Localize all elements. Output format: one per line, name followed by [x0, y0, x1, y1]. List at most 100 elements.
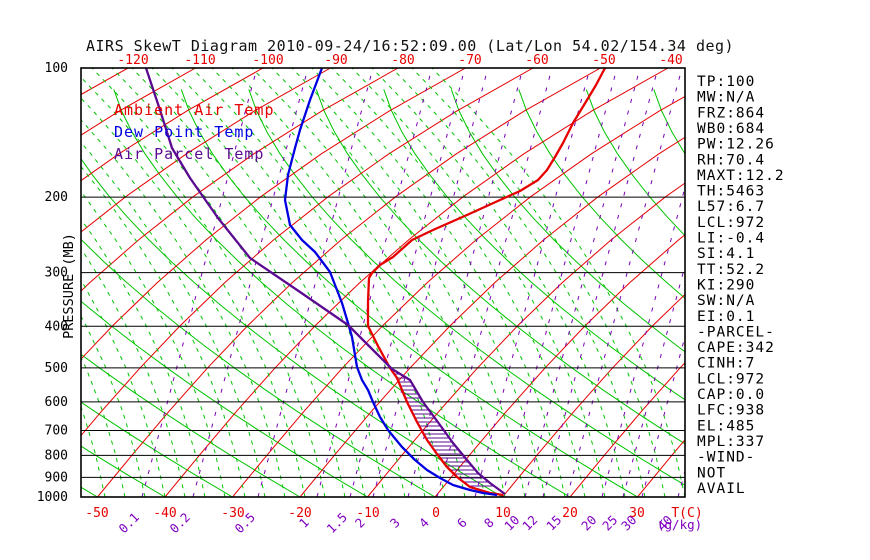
temp-unit-label: T(C) [671, 506, 702, 521]
stat-line: LI:-0.4 [697, 231, 765, 247]
top-temp-tick-label: -50 [592, 53, 615, 68]
moist-adiabat-line [81, 279, 166, 497]
pressure-tick-label: 900 [45, 470, 68, 485]
stat-line: MPL:337 [697, 434, 765, 450]
dry-adiabat-line [113, 89, 571, 497]
moist-adiabat-line [81, 141, 266, 497]
moist-adiabat-line [111, 68, 366, 497]
mixing-ratio-line [372, 68, 489, 497]
stat-line: KI:290 [697, 277, 755, 293]
mixing-ratio-line [601, 185, 685, 497]
isotherm-line [81, 68, 399, 292]
moist-adiabat-line [81, 190, 226, 497]
mixing-ratio-tick-label: 20 [578, 512, 599, 533]
stat-line: TT:52.2 [697, 262, 765, 278]
bottom-temp-tick-label: 0 [432, 506, 440, 521]
stat-line: L57:6.7 [697, 199, 765, 215]
legend-air-parcel-temp: Air Parcel Temp [114, 145, 264, 163]
moist-adiabat-line [81, 97, 306, 497]
moist-adiabat-line [151, 68, 406, 497]
curve-air-parcel-temp [144, 68, 506, 495]
stats-panel: TP:100MW:N/AFRZ:864WB0:684PW:12.26RH:70.… [697, 74, 785, 497]
mixing-ratio-line [349, 68, 466, 497]
pressure-tick-label: 500 [45, 361, 68, 376]
mixing-ratio-line [474, 68, 591, 497]
moist-adiabat-line [251, 68, 506, 497]
stat-line: RH:70.4 [697, 152, 765, 168]
stat-line: AVAIL [697, 481, 746, 497]
isotherm-line [81, 68, 264, 182]
mixing-ratio-tick-label: 3 [387, 515, 403, 531]
moist-adiabat-line [81, 119, 286, 497]
background-grid [81, 68, 685, 497]
isotherm-line [367, 182, 685, 497]
stat-line: FRZ:864 [697, 105, 765, 121]
bottom-temp-tick-label: 30 [629, 506, 645, 521]
moist-adiabat-line [271, 68, 526, 497]
moist-adiabat-line [231, 68, 486, 497]
moist-adiabat-line [81, 76, 326, 497]
isotherm-line [569, 362, 685, 497]
dry-adiabat-line [81, 401, 233, 497]
stat-line: CAPE:342 [697, 340, 775, 356]
moist-adiabat-line [391, 68, 646, 497]
stat-line: WB0:684 [697, 121, 765, 137]
isotherm-line [164, 68, 669, 497]
moist-adiabat-line [171, 68, 426, 497]
moist-adiabat-line [411, 68, 666, 497]
top-temp-tick-label: -100 [252, 53, 283, 68]
moist-adiabat-line [371, 68, 626, 497]
plot-border [80, 67, 686, 498]
isotherm-line [81, 68, 466, 360]
bottom-temp-tick-label: -40 [153, 506, 176, 521]
moist-adiabat-line [331, 68, 586, 497]
dry-adiabat-line [180, 89, 638, 497]
pressure-tick-label: 1000 [37, 490, 68, 505]
stat-line: TP:100 [697, 74, 755, 90]
mixing-ratio-line [542, 68, 659, 497]
stat-line: SI:4.1 [697, 246, 755, 262]
isotherm-line [299, 136, 685, 497]
mixing-ratio-tick-label: 1.5 [324, 510, 351, 537]
legend-dew-point-temp: Dew Point Temp [114, 123, 254, 141]
pressure-tick-label: 700 [45, 424, 68, 439]
dry-adiabat-line [81, 157, 503, 497]
top-temp-tick-label: -70 [458, 53, 481, 68]
pressure-tick-label: 100 [45, 61, 68, 76]
curve-ambient-air-temp [366, 68, 607, 497]
mixing-ratio-tick-label: 6 [454, 515, 470, 531]
mixing-ratio-line [257, 68, 374, 497]
bottom-temp-tick-label: -10 [356, 506, 379, 521]
cape-hatch-region [391, 369, 495, 487]
stat-line: LCL:972 [697, 371, 765, 387]
stat-line: NOT [697, 465, 726, 481]
legend-ambient-air-temp: Ambient Air Temp [114, 101, 275, 119]
mixing-ratio-tick-label: 0.1 [116, 510, 143, 537]
mixing-ratio-tick-label: 12 [519, 512, 540, 533]
moist-adiabat-line [431, 68, 685, 497]
mixing-ratio-line [436, 68, 553, 497]
dry-adiabat-line [81, 238, 436, 497]
stat-line: -WIND- [697, 450, 755, 466]
stat-line: MAXT:12.2 [697, 168, 785, 184]
pressure-tick-label: 200 [45, 190, 68, 205]
moist-adiabat-line [81, 165, 246, 497]
top-temp-tick-label: -90 [324, 53, 347, 68]
bottom-temp-tick-label: -50 [85, 506, 108, 521]
dry-adiabat-line [585, 89, 685, 237]
curve-dew-point-temp [283, 68, 498, 497]
dry-adiabat-line [450, 89, 685, 353]
stat-line: LCL:972 [697, 215, 765, 231]
bottom-temp-tick-label: 10 [495, 506, 511, 521]
moist-adiabat-line [131, 68, 386, 497]
pressure-tick-label: 300 [45, 266, 68, 281]
stat-line: CAP:0.0 [697, 387, 765, 403]
pressure-gridlines [81, 196, 685, 478]
dry-adiabat-line [81, 353, 301, 497]
mixing-ratio-unit-label: (g/kg) [657, 517, 702, 532]
isotherm-line [232, 95, 685, 497]
mixing-ratio-line [641, 334, 685, 497]
moist-adiabat-line [81, 405, 106, 497]
